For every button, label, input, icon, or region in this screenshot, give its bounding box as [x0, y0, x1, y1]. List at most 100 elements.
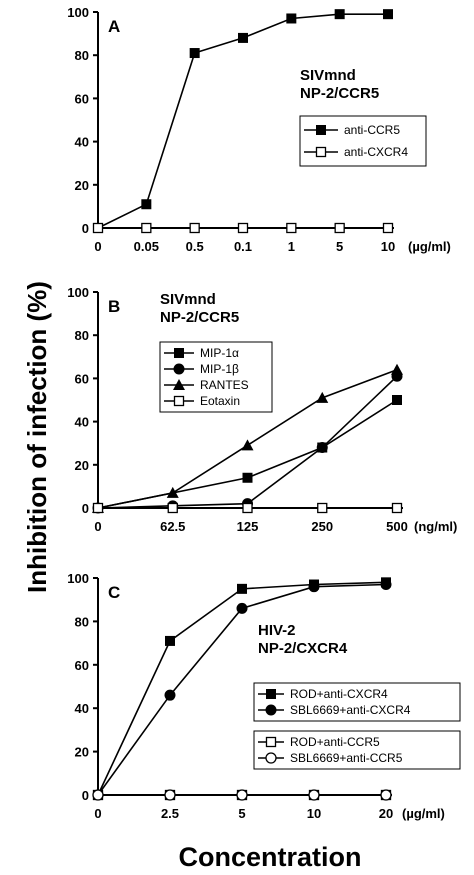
panel-label: C: [108, 583, 120, 602]
y-tick-label: 20: [75, 458, 89, 473]
data-point: [92, 789, 104, 801]
x-tick-label: 10: [381, 239, 395, 254]
data-point: [189, 222, 200, 234]
legend-marker: [173, 395, 185, 407]
x-tick-label: 0: [94, 519, 101, 534]
x-tick-label: 0: [94, 239, 101, 254]
panel-title: SIVmnd: [300, 67, 356, 84]
panel-title: NP-2/CXCR4: [258, 640, 348, 657]
legend-label: anti-CCR5: [344, 123, 400, 137]
data-point: [164, 689, 176, 701]
panel-a: 0 20 40 60 80 100 0 0.05 0.5 0.1 1 5 10 (µg/ml) A SIVmn…: [67, 5, 451, 254]
panel-title: NP-2/CCR5: [300, 85, 379, 102]
data-point: [92, 222, 104, 234]
legend-label: Eotaxin: [200, 394, 240, 408]
data-point: [164, 789, 176, 801]
panel-title: NP-2/CCR5: [160, 309, 239, 326]
data-point: [242, 472, 253, 483]
series-line: [97, 399, 398, 509]
legend-marker: [174, 348, 184, 358]
legend-marker: [265, 704, 277, 716]
legend-marker: [173, 379, 185, 390]
x-tick-label: 0.1: [234, 239, 252, 254]
y-tick-label: 80: [75, 48, 89, 63]
panel-label: A: [108, 17, 120, 36]
legend-label: anti-CXCR4: [344, 145, 408, 159]
data-point: [391, 363, 403, 375]
data-point: [391, 502, 403, 514]
data-point: [189, 48, 200, 59]
data-point: [236, 602, 248, 614]
data-point: [308, 581, 320, 593]
y-tick-label: 80: [75, 328, 89, 343]
legend-label: SBL6669+anti-CCR5: [290, 751, 403, 765]
x-tick-label: 5: [336, 239, 343, 254]
panel-b: 0 20 40 60 80 100 0 62.5 125 250 500 (ng/ml) B SIVmnd…: [67, 285, 457, 534]
y-tick-label: 60: [75, 371, 89, 386]
legend-label: ROD+anti-CCR5: [290, 735, 380, 749]
y-tick-label: 0: [82, 221, 89, 236]
y-axis-label: Inhibition of infection (%): [22, 281, 52, 593]
data-point: [141, 222, 152, 234]
data-point: [242, 502, 253, 514]
x-tick-label: 1: [288, 239, 295, 254]
data-point: [241, 439, 254, 451]
y-tick-label: 100: [67, 285, 89, 300]
y-tick-label: 20: [75, 745, 89, 760]
data-point: [166, 486, 179, 498]
legend-box: [253, 730, 461, 770]
x-unit-label: (ng/ml): [414, 519, 457, 534]
data-point: [236, 789, 248, 801]
x-tick-label: 20: [379, 806, 393, 821]
y-tick-label: 40: [75, 135, 89, 150]
x-tick-label: 5: [238, 806, 245, 821]
y-tick-label: 100: [67, 571, 89, 586]
y-tick-label: 40: [75, 701, 89, 716]
legend-label: MIP-1β: [200, 362, 239, 376]
legend-box: [299, 115, 427, 167]
legend-label: SBL6669+anti-CXCR4: [290, 703, 411, 717]
data-point: [392, 395, 402, 405]
x-tick-label: 125: [237, 519, 259, 534]
x-tick-label: 250: [311, 519, 333, 534]
legend-marker: [265, 736, 277, 748]
legend-marker: [265, 752, 277, 764]
data-point: [317, 502, 328, 514]
y-tick-label: 60: [75, 91, 89, 106]
legend-marker: [315, 146, 327, 158]
y-tick-label: 0: [82, 501, 89, 516]
data-point: [380, 579, 392, 591]
data-point: [286, 222, 297, 234]
data-point: [382, 222, 394, 234]
data-point: [237, 222, 249, 234]
y-tick-label: 40: [75, 415, 89, 430]
y-tick-label: 20: [75, 178, 89, 193]
y-tick-label: 0: [82, 788, 89, 803]
y-tick-label: 80: [75, 614, 89, 629]
data-point: [316, 391, 329, 403]
panel-title: SIVmnd: [160, 291, 216, 308]
x-tick-label: 0.05: [134, 239, 159, 254]
data-point: [238, 32, 248, 43]
legend-box: [253, 682, 461, 722]
x-tick-label: 0.5: [186, 239, 204, 254]
data-point: [334, 222, 345, 234]
legend-label: MIP-1α: [200, 346, 239, 360]
legend-label: RANTES: [200, 378, 249, 392]
x-tick-label: 0: [94, 806, 101, 821]
data-point: [316, 442, 328, 454]
data-point: [237, 583, 247, 594]
data-point: [92, 502, 104, 514]
data-point: [334, 9, 345, 20]
x-tick-label: 500: [386, 519, 408, 534]
panel-title: HIV-2: [258, 622, 296, 639]
data-point: [380, 789, 392, 801]
legend-marker: [266, 689, 276, 699]
data-point: [308, 789, 320, 801]
x-unit-label: (µg/ml): [408, 239, 451, 254]
y-tick-label: 60: [75, 658, 89, 673]
data-point: [141, 199, 152, 210]
data-point: [383, 9, 393, 20]
y-tick-label: 100: [67, 5, 89, 20]
legend-marker: [173, 363, 185, 375]
